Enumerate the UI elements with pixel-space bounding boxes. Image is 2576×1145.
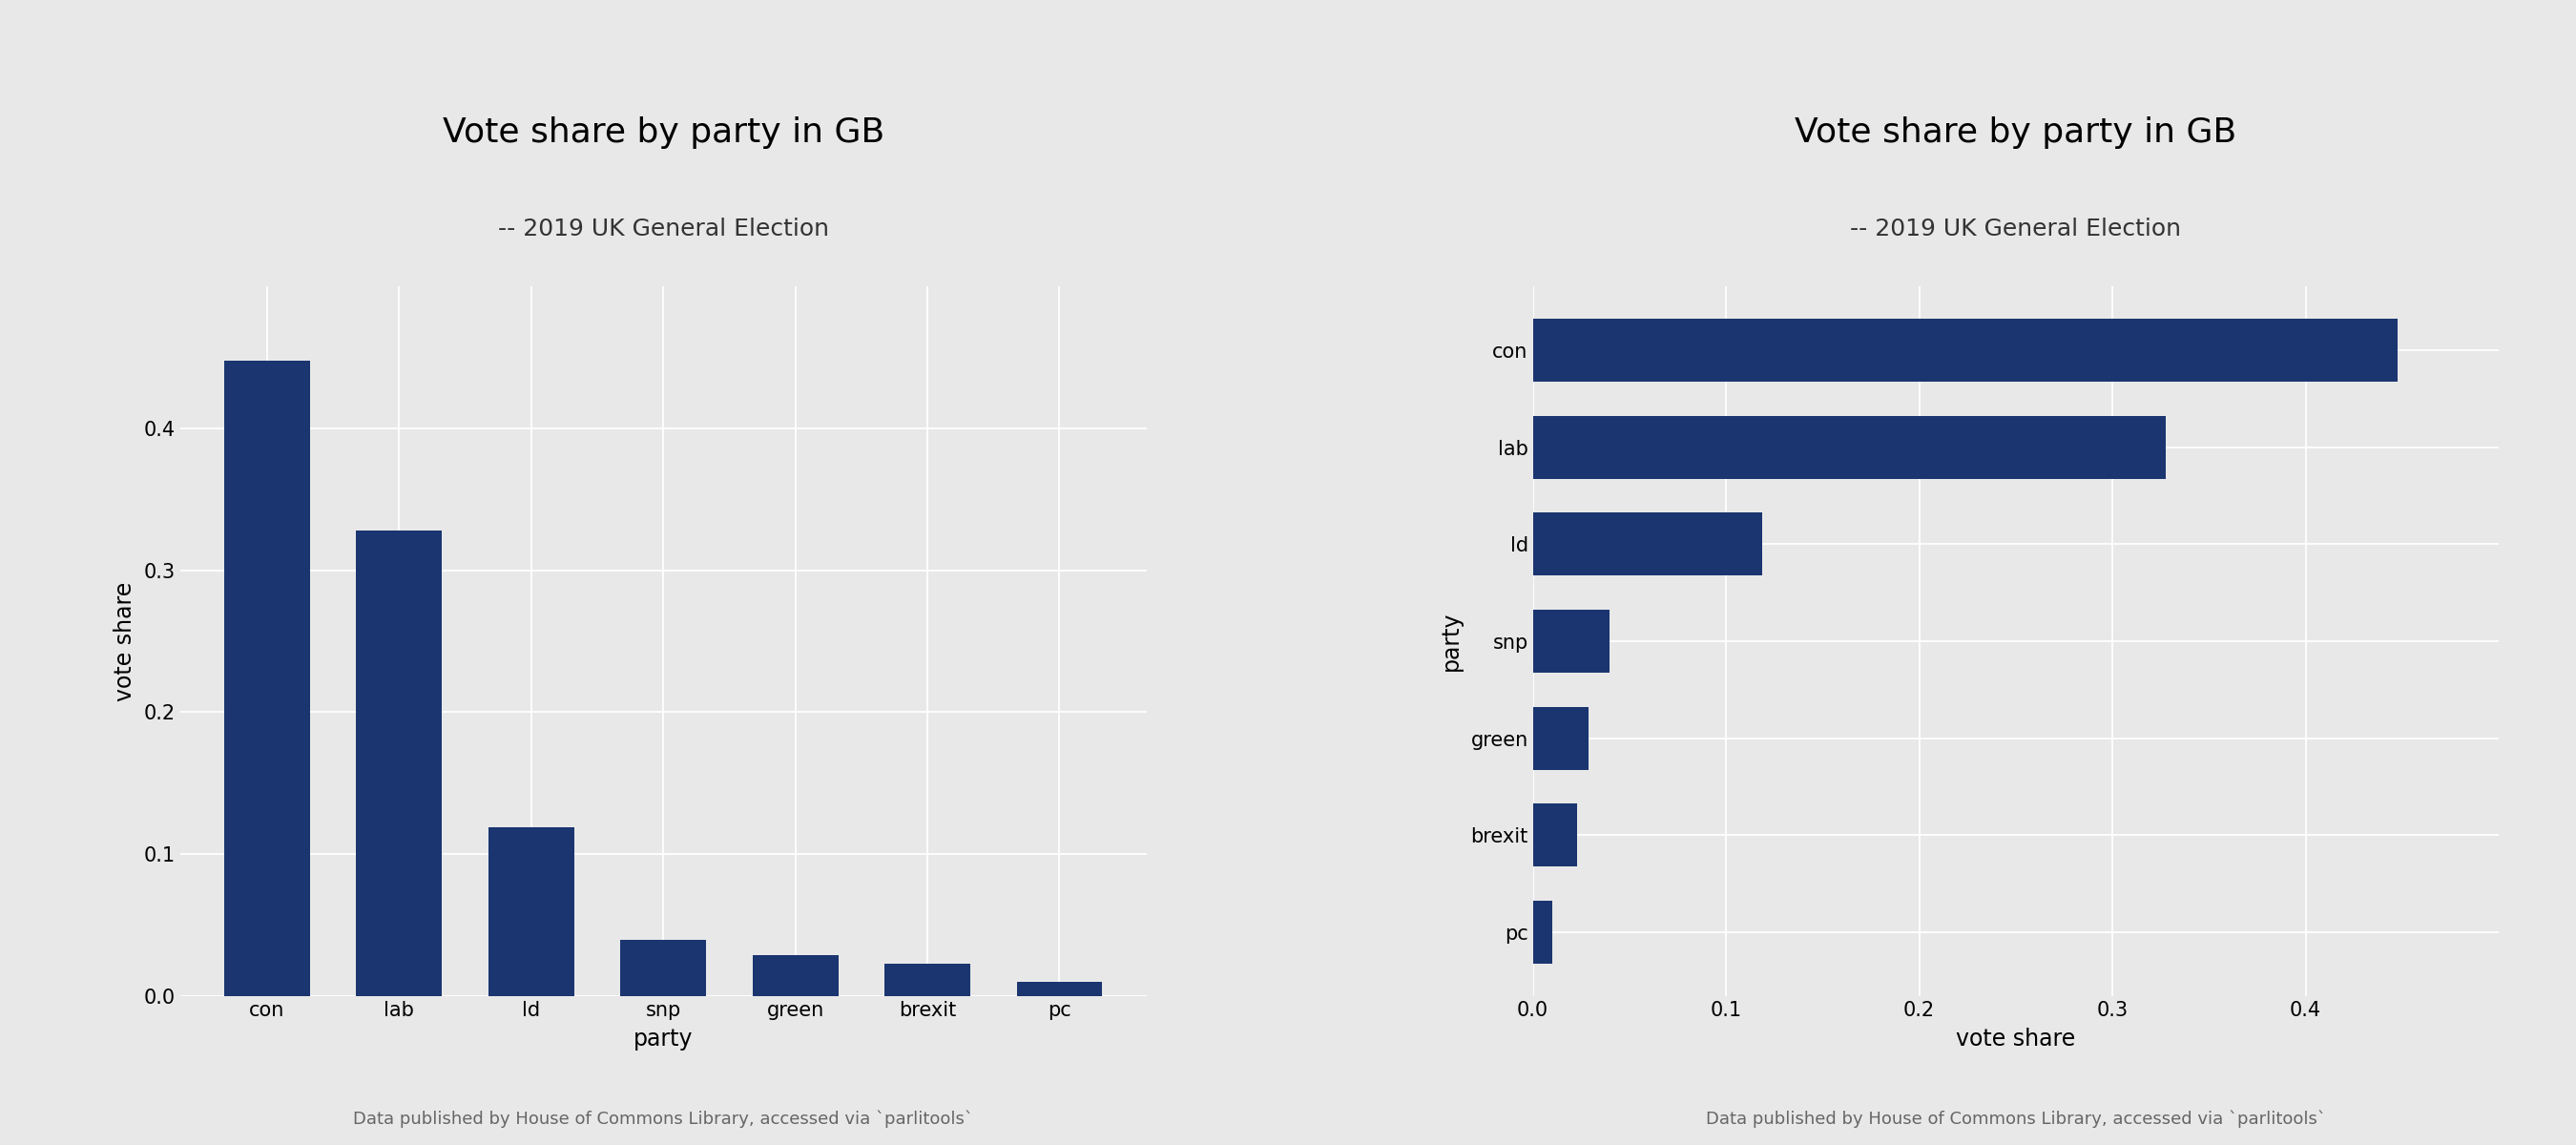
- Bar: [224, 361, 309, 996]
- Bar: [1533, 804, 1577, 867]
- Bar: [752, 955, 837, 996]
- Bar: [884, 963, 971, 996]
- Bar: [1533, 416, 2166, 479]
- Bar: [489, 828, 574, 996]
- Bar: [1533, 513, 1762, 576]
- Bar: [1533, 318, 2398, 381]
- Bar: [1018, 982, 1103, 996]
- Text: Data published by House of Commons Library, accessed via `parlitools`: Data published by House of Commons Libra…: [1705, 1111, 2326, 1128]
- Text: -- 2019 UK General Election: -- 2019 UK General Election: [1850, 218, 2182, 240]
- Y-axis label: party: party: [1440, 611, 1463, 671]
- X-axis label: vote share: vote share: [1955, 1028, 2076, 1051]
- Bar: [1533, 706, 1589, 769]
- Y-axis label: vote share: vote share: [113, 582, 137, 701]
- Text: -- 2019 UK General Election: -- 2019 UK General Election: [497, 218, 829, 240]
- Bar: [621, 940, 706, 996]
- Text: Data published by House of Commons Library, accessed via `parlitools`: Data published by House of Commons Libra…: [353, 1111, 974, 1128]
- Bar: [1533, 901, 1551, 964]
- Bar: [1533, 609, 1610, 673]
- X-axis label: party: party: [634, 1028, 693, 1051]
- Text: Vote share by party in GB: Vote share by party in GB: [443, 117, 884, 149]
- Text: Vote share by party in GB: Vote share by party in GB: [1795, 117, 2236, 149]
- Bar: [355, 531, 443, 996]
